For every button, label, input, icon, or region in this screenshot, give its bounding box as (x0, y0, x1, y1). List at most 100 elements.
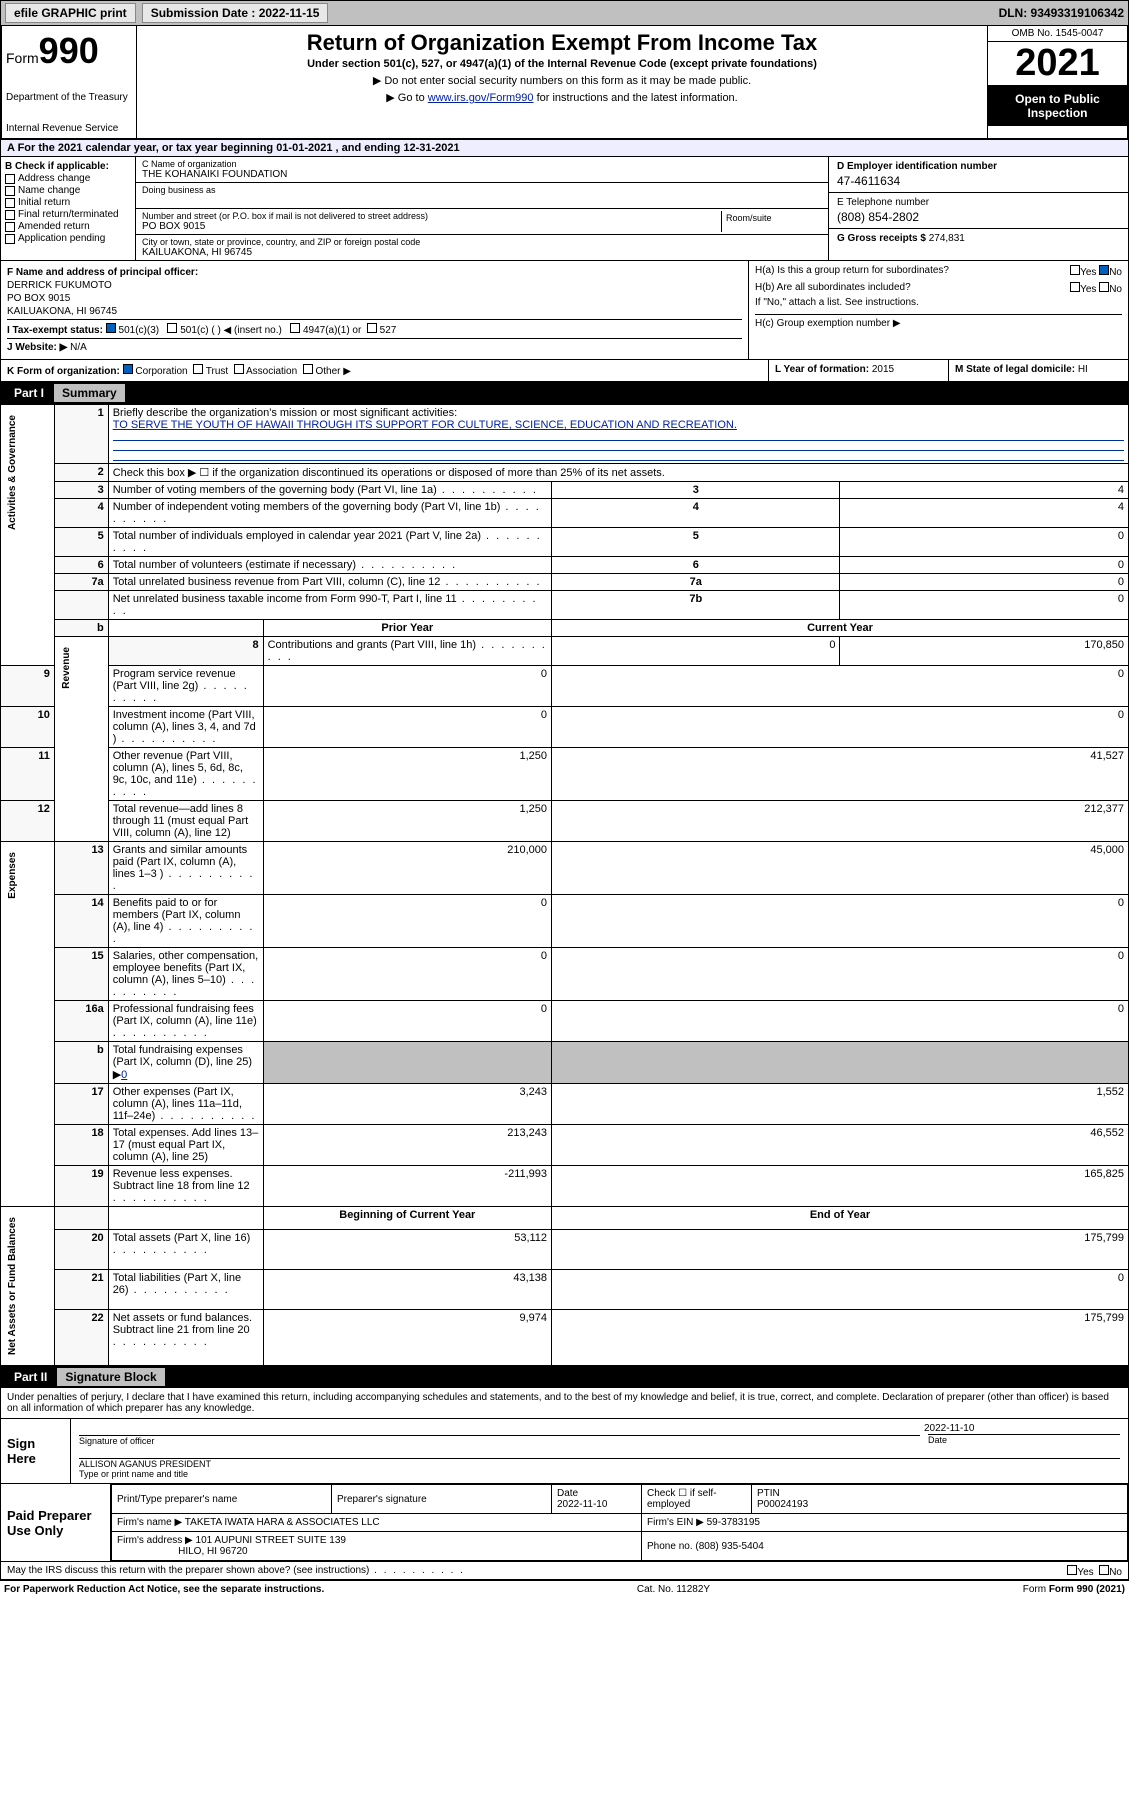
efile-print-button[interactable]: efile GRAPHIC print (5, 3, 136, 23)
tax-year: 2021 (988, 42, 1127, 86)
signature-block: Under penalties of perjury, I declare th… (0, 1388, 1129, 1580)
chk-hb-no[interactable] (1099, 282, 1109, 292)
chk-name-change[interactable] (5, 186, 15, 196)
firm-phone: (808) 935-5404 (695, 1541, 763, 1552)
pt-name-label: Print/Type preparer's name (112, 1485, 332, 1514)
ha-answer: No (1109, 267, 1122, 278)
l12n: 12 (1, 801, 55, 842)
l16bt: Total fundraising expenses (Part IX, col… (113, 1044, 252, 1081)
l4n: 4 (54, 499, 108, 528)
chk-corp[interactable] (123, 364, 133, 374)
l8py: 0 (552, 637, 840, 666)
side-activities: Activities & Governance (5, 407, 20, 538)
chk-assoc[interactable] (234, 364, 244, 374)
l6v: 0 (840, 557, 1129, 574)
l17py: 3,243 (263, 1084, 551, 1125)
section-l-label: L Year of formation: (775, 364, 869, 375)
l11n: 11 (1, 748, 55, 801)
l5n: 5 (54, 528, 108, 557)
goto-post: for instructions and the latest informat… (534, 92, 738, 104)
perjury-declaration: Under penalties of perjury, I declare th… (1, 1388, 1128, 1418)
side-revenue: Revenue (59, 639, 74, 697)
ssn-note-text: Do not enter social security numbers on … (384, 75, 751, 87)
l15py: 0 (263, 948, 551, 1001)
ssn-note: ▶ Do not enter social security numbers o… (145, 74, 979, 87)
l6b: 6 (552, 557, 840, 574)
lbl-name-change: Name change (18, 185, 80, 196)
officer-addr2: KAILUAKONA, HI 96745 (7, 306, 742, 317)
section-m-label: M State of legal domicile: (955, 364, 1075, 375)
chk-ha-no[interactable] (1099, 265, 1109, 275)
form-number: Form990 (6, 30, 132, 72)
chk-amended[interactable] (5, 222, 15, 232)
chk-discuss-no[interactable] (1099, 1565, 1109, 1575)
irs-label: Internal Revenue Service (6, 123, 132, 134)
l14py: 0 (263, 895, 551, 948)
l9n: 9 (1, 666, 55, 707)
firm-name-label: Firm's name ▶ (117, 1517, 182, 1528)
goto-pre: Go to (398, 92, 428, 104)
chk-4947[interactable] (290, 323, 300, 333)
l3v: 4 (840, 482, 1129, 499)
l20n: 20 (54, 1230, 108, 1270)
dept-treasury: Department of the Treasury (6, 92, 132, 103)
l20py: 53,112 (263, 1230, 551, 1270)
form-990-num: 990 (39, 30, 99, 71)
l7bb: 7b (552, 591, 840, 620)
l16at: Professional fundraising fees (Part IX, … (108, 1001, 263, 1042)
l4b: 4 (552, 499, 840, 528)
l14n: 14 (54, 895, 108, 948)
city-label: City or town, state or province, country… (142, 237, 822, 247)
l22t: Net assets or fund balances. Subtract li… (108, 1309, 263, 1365)
chk-ha-yes[interactable] (1070, 265, 1080, 275)
firm-phone-label: Phone no. (647, 1541, 693, 1552)
l18n: 18 (54, 1125, 108, 1166)
l18cy: 46,552 (552, 1125, 1129, 1166)
room-label: Room/suite (726, 213, 818, 223)
part-1-num: Part I (8, 386, 50, 400)
lbl-assoc: Association (246, 366, 297, 377)
firm-city: HILO, HI 96720 (178, 1546, 247, 1557)
tax-period-row: A For the 2021 calendar year, or tax yea… (0, 140, 1129, 157)
chk-527[interactable] (367, 323, 377, 333)
lbl-527: 527 (380, 325, 397, 336)
chk-trust[interactable] (193, 364, 203, 374)
cat-no: Cat. No. 11282Y (637, 1584, 710, 1595)
section-b: B Check if applicable: Address change Na… (1, 157, 136, 260)
l21n: 21 (54, 1270, 108, 1310)
chk-address-change[interactable] (5, 174, 15, 184)
chk-final-return[interactable] (5, 210, 15, 220)
paid-preparer-label: Paid Preparer Use Only (1, 1484, 111, 1561)
col-prior-year: Prior Year (263, 620, 551, 637)
chk-initial-return[interactable] (5, 198, 15, 208)
chk-501c[interactable] (167, 323, 177, 333)
l8t: Contributions and grants (Part VIII, lin… (263, 637, 551, 666)
l7an: 7a (54, 574, 108, 591)
entity-info-block: B Check if applicable: Address change Na… (0, 157, 1129, 261)
ein-label: D Employer identification number (837, 161, 997, 172)
section-deg: D Employer identification number 47-4611… (828, 157, 1128, 260)
l13cy: 45,000 (552, 842, 1129, 895)
discuss-yes: Yes (1077, 1567, 1093, 1578)
l11py: 1,250 (263, 748, 551, 801)
l6t: Total number of volunteers (estimate if … (108, 557, 551, 574)
irs-link[interactable]: www.irs.gov/Form990 (428, 92, 534, 104)
hc-label: H(c) Group exemption number ▶ (755, 314, 1122, 329)
l16acy: 0 (552, 1001, 1129, 1042)
state-domicile: HI (1078, 364, 1088, 375)
pt-sig-label: Preparer's signature (332, 1485, 552, 1514)
l21cy: 0 (552, 1270, 1129, 1310)
l19t: Revenue less expenses. Subtract line 18 … (108, 1166, 263, 1207)
l12cy: 212,377 (552, 801, 1129, 842)
l3t: Number of voting members of the governin… (108, 482, 551, 499)
l9cy: 0 (552, 666, 1129, 707)
firm-addr: 101 AUPUNI STREET SUITE 139 (196, 1535, 346, 1546)
firm-addr-label: Firm's address ▶ (117, 1535, 193, 1546)
lbl-501c: 501(c) ( ) ◀ (insert no.) (180, 325, 282, 336)
chk-app-pending[interactable] (5, 234, 15, 244)
chk-other[interactable] (303, 364, 313, 374)
chk-501c3[interactable] (106, 323, 116, 333)
chk-hb-yes[interactable] (1070, 282, 1080, 292)
chk-discuss-yes[interactable] (1067, 1565, 1077, 1575)
l5t: Total number of individuals employed in … (108, 528, 551, 557)
